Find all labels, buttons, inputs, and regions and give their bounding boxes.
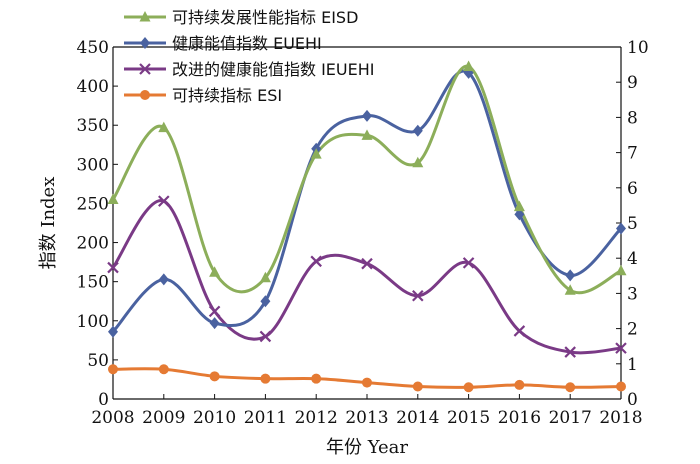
right-y-tick-label: 9 — [627, 73, 638, 93]
right-y-tick-label: 1 — [627, 355, 638, 375]
right-y-tick-label: 5 — [627, 214, 638, 234]
data-point-1 — [260, 295, 271, 308]
x-tick-label: 2014 — [396, 408, 439, 428]
data-point-1 — [158, 273, 169, 286]
data-point-2 — [412, 289, 424, 302]
right-y-tick-label: 10 — [627, 38, 649, 58]
right-y-tick-label: 8 — [627, 108, 638, 128]
data-point-1 — [108, 325, 118, 338]
data-point-3 — [514, 379, 525, 390]
right-y-tick-label: 3 — [627, 284, 638, 304]
x-tick-label: 2011 — [244, 408, 287, 428]
legend: 可持续发展性能指标 EISD 健康能值指数 EUEHI 改进的健康能值指数 IEUE… — [124, 8, 375, 105]
data-point-2 — [462, 257, 475, 269]
left-y-tick-label: 0 — [98, 390, 109, 410]
data-point-2 — [107, 261, 119, 274]
x-tick-label: 2012 — [295, 408, 338, 428]
data-point-0 — [310, 148, 322, 159]
data-point-0 — [463, 60, 475, 72]
data-point-3 — [565, 382, 576, 393]
x-tick-label: 2013 — [345, 408, 388, 428]
left-y-tick-label: 250 — [77, 194, 109, 214]
data-point-2 — [361, 257, 373, 270]
right-y-tick-label: 2 — [627, 320, 638, 340]
left-y-tick-label: 200 — [77, 234, 109, 254]
data-point-3 — [463, 382, 474, 393]
legend-label: 可持续发展性能指标 EISD — [172, 8, 358, 27]
left-y-tick-label: 150 — [77, 273, 109, 293]
data-point-3 — [108, 364, 118, 375]
left-y-tick-label: 400 — [77, 77, 109, 97]
left-y-tick-label: 350 — [77, 116, 109, 136]
left-y-tick-label: 450 — [77, 38, 109, 58]
data-point-2 — [564, 346, 576, 358]
legend-label: 改进的健康能值指数 IEUEHI — [172, 60, 375, 79]
data-point-3 — [412, 381, 423, 392]
right-y-tick-label: 6 — [627, 179, 638, 199]
data-point-3 — [616, 381, 626, 392]
data-point-0 — [209, 266, 221, 277]
data-point-0 — [259, 271, 271, 283]
data-point-2 — [158, 195, 170, 207]
data-point-0 — [107, 193, 119, 205]
data-point-3 — [158, 364, 169, 375]
right-y-tick-label: 4 — [627, 249, 638, 269]
data-point-0 — [361, 129, 373, 140]
data-point-1 — [209, 317, 220, 330]
data-point-2 — [259, 330, 272, 343]
legend-label: 健康能值指数 EUEHI — [172, 34, 322, 53]
data-point-1 — [565, 269, 576, 282]
legend-marker — [139, 11, 151, 22]
tick-marks: 0 50 100 150 200 250 300 350 400 450 0 1 2 3 4 5 6 7 8 9 10 2… — [77, 38, 649, 428]
data-point-2 — [615, 342, 627, 354]
series-line-2 — [111, 199, 622, 355]
data-point-0 — [564, 284, 576, 295]
x-tick-label: 2009 — [142, 408, 185, 428]
data-point-0 — [412, 156, 424, 168]
right-y-tick-label: 0 — [627, 390, 638, 410]
data-point-3 — [209, 371, 220, 382]
data-point-3 — [311, 373, 322, 384]
data-point-2 — [513, 325, 526, 337]
right-y-tick-label: 7 — [627, 144, 638, 164]
x-tick-label: 2018 — [599, 408, 642, 428]
data-point-0 — [158, 121, 170, 133]
data-point-1 — [412, 124, 423, 137]
data-point-0 — [513, 200, 525, 212]
x-tick-label: 2010 — [193, 408, 236, 428]
data-point-3 — [362, 377, 372, 388]
data-point-1 — [362, 109, 372, 122]
x-tick-label: 2016 — [498, 408, 541, 428]
data-point-2 — [208, 305, 221, 318]
legend-marker — [140, 90, 150, 100]
left-y-tick-label: 50 — [87, 351, 109, 371]
legend-marker — [139, 63, 151, 75]
legend-label: 可持续指标 ESI — [172, 86, 282, 105]
series-markers — [107, 60, 627, 393]
left-y-tick-label: 300 — [77, 155, 109, 175]
data-point-0 — [615, 264, 627, 276]
data-point-2 — [310, 255, 322, 268]
left-y-tick-label: 100 — [77, 312, 109, 332]
data-point-1 — [616, 222, 626, 235]
data-point-3 — [260, 373, 271, 384]
data-point-1 — [514, 208, 525, 221]
x-tick-label: 2017 — [549, 408, 592, 428]
legend-marker — [140, 37, 150, 49]
x-axis-title: 年份 Year — [326, 437, 408, 458]
y-axis-title: 指数 Index — [38, 177, 59, 270]
x-tick-label: 2015 — [447, 408, 490, 428]
x-tick-label: 2008 — [91, 408, 134, 428]
